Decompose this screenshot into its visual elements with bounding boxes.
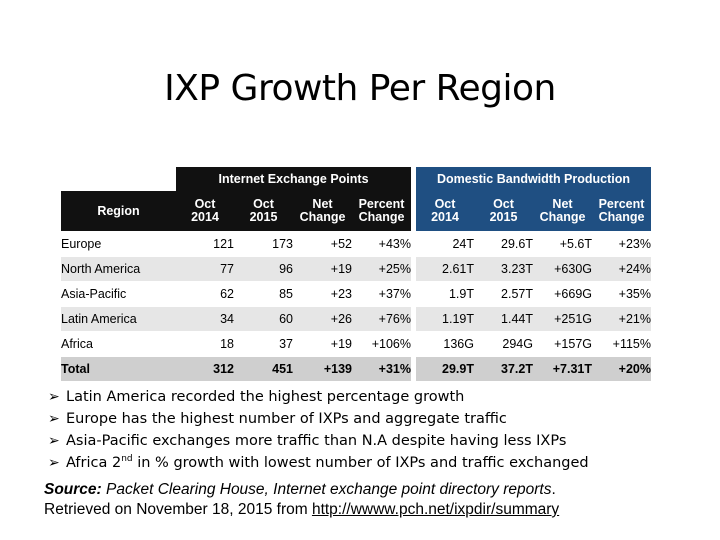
bandwidth-cell: +20% — [592, 356, 651, 381]
ixp-cell: 62 — [176, 281, 234, 306]
arrow-bullet-icon: ➢ — [48, 389, 60, 405]
ixp-cell: 34 — [176, 306, 234, 331]
region-cell: Africa — [61, 331, 176, 356]
bandwidth-cell: 136G — [416, 331, 474, 356]
ixp-cell: 60 — [234, 306, 293, 331]
ixp-cell: 18 — [176, 331, 234, 356]
list-item: ➢ Africa 2nd in % growth with lowest numb… — [48, 452, 589, 474]
bandwidth-cell: 1.19T — [416, 306, 474, 331]
ixp-growth-table: Internet Exchange Points Domestic Bandwi… — [61, 167, 651, 381]
bandwidth-cell: 37.2T — [474, 356, 533, 381]
ixp-cell: +25% — [352, 256, 411, 281]
bandwidth-cell: +251G — [533, 306, 592, 331]
bandwidth-cell: +630G — [533, 256, 592, 281]
bandwidth-cell: 3.23T — [474, 256, 533, 281]
column-header-ixp-oct-2015: Oct 2015 — [234, 191, 293, 231]
ixp-cell: 121 — [176, 231, 234, 256]
ixp-cell: 312 — [176, 356, 234, 381]
bandwidth-cell: 2.61T — [416, 256, 474, 281]
ixp-cell: 173 — [234, 231, 293, 256]
bandwidth-cell: +157G — [533, 331, 592, 356]
region-cell: Europe — [61, 231, 176, 256]
list-item: ➢ Europe has the highest number of IXPs a… — [48, 408, 589, 430]
column-header-region: Region — [61, 191, 176, 231]
ixp-cell: 37 — [234, 331, 293, 356]
column-header-bw-oct-2015: Oct 2015 — [474, 191, 533, 231]
source-publication: Packet Clearing House, Internet exchange… — [101, 481, 552, 498]
bandwidth-cell: 1.44T — [474, 306, 533, 331]
bandwidth-cell: +115% — [592, 331, 651, 356]
group-header-bandwidth: Domestic Bandwidth Production — [416, 167, 651, 191]
bandwidth-cell: 29.6T — [474, 231, 533, 256]
source-citation: Source: Packet Clearing House, Internet … — [44, 481, 560, 518]
key-findings-list: ➢ Latin America recorded the highest perc… — [48, 386, 589, 474]
group-header-ixp: Internet Exchange Points — [176, 167, 411, 191]
retrieved-text: Retrieved on November 18, 2015 from — [44, 501, 312, 518]
source-link[interactable]: http://wwww.pch.net/ixpdir/summary — [311, 501, 560, 518]
region-cell: Latin America — [61, 306, 176, 331]
ixp-cell: +106% — [352, 331, 411, 356]
bandwidth-cell: +669G — [533, 281, 592, 306]
bandwidth-cell: 2.57T — [474, 281, 533, 306]
header-spacer — [61, 167, 176, 191]
bandwidth-cell: +23% — [592, 231, 651, 256]
bandwidth-cell: 1.9T — [416, 281, 474, 306]
bandwidth-cell: +24% — [592, 256, 651, 281]
ixp-cell: +76% — [352, 306, 411, 331]
column-header-bw-percent-change: Percent Change — [592, 191, 651, 231]
bandwidth-cell: 24T — [416, 231, 474, 256]
ixp-cell: +52 — [293, 231, 352, 256]
column-header-bw-net-change: Net Change — [533, 191, 592, 231]
ixp-cell: +43% — [352, 231, 411, 256]
ixp-cell: +31% — [352, 356, 411, 381]
ixp-cell: +23 — [293, 281, 352, 306]
column-header-ixp-percent-change: Percent Change — [352, 191, 411, 231]
bandwidth-cell: +5.6T — [533, 231, 592, 256]
bandwidth-cell: 29.9T — [416, 356, 474, 381]
table-row: Latin America 34 60 +26 +76% 1.19T 1.44T +251G +… — [61, 306, 651, 331]
ixp-cell: 451 — [234, 356, 293, 381]
slide-title: IXP Growth Per Region — [164, 68, 556, 110]
ixp-cell: +139 — [293, 356, 352, 381]
column-header-ixp-oct-2014: Oct 2014 — [176, 191, 234, 231]
total-row: Total 312 451 +139 +31% 29.9T 37.2T +7.31T +20% — [61, 356, 651, 381]
table-row: Asia-Pacific 62 85 +23 +37% 1.9T 2.57T +669G +35… — [61, 281, 651, 306]
source-label: Source: — [44, 481, 102, 498]
ixp-cell: 85 — [234, 281, 293, 306]
ixp-cell: 96 — [234, 256, 293, 281]
bandwidth-cell: +35% — [592, 281, 651, 306]
ixp-cell: +26 — [293, 306, 352, 331]
table-row: North America 77 96 +19 +25% 2.61T 3.23T +630G +… — [61, 256, 651, 281]
region-cell: North America — [61, 256, 176, 281]
ixp-cell: 77 — [176, 256, 234, 281]
list-item: ➢ Latin America recorded the highest perc… — [48, 386, 589, 408]
bandwidth-cell: +7.31T — [533, 356, 592, 381]
column-header-bw-oct-2014: Oct 2014 — [416, 191, 474, 231]
bandwidth-cell: +21% — [592, 306, 651, 331]
list-item: ➢ Asia-Pacific exchanges more traffic tha… — [48, 430, 589, 452]
table-row: Europe 121 173 +52 +43% 24T 29.6T +5.6T +23% — [61, 231, 651, 256]
region-cell: Asia-Pacific — [61, 281, 176, 306]
table-row: Africa 18 37 +19 +106% 136G 294G +157G +115% — [61, 331, 651, 356]
arrow-bullet-icon: ➢ — [48, 433, 60, 449]
bandwidth-cell: 294G — [474, 331, 533, 356]
ixp-cell: +19 — [293, 331, 352, 356]
ixp-cell: +37% — [352, 281, 411, 306]
ixp-cell: +19 — [293, 256, 352, 281]
arrow-bullet-icon: ➢ — [48, 411, 60, 427]
arrow-bullet-icon: ➢ — [48, 455, 60, 471]
column-header-ixp-net-change: Net Change — [293, 191, 352, 231]
region-cell: Total — [61, 356, 176, 381]
